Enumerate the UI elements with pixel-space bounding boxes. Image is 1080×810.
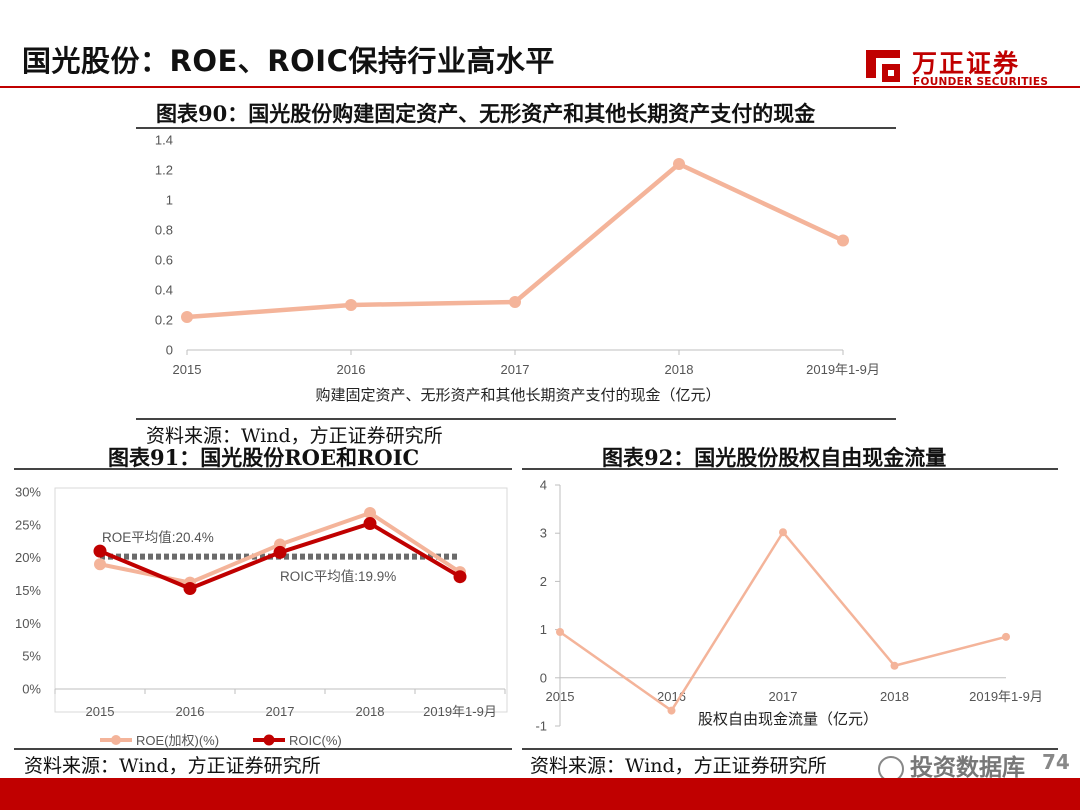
data-point <box>363 517 377 531</box>
y-tick-label: 1.2 <box>155 163 173 178</box>
series-line <box>559 530 1007 712</box>
x-tick-label: 2015 <box>546 689 575 704</box>
data-point <box>93 544 107 558</box>
y-tick-label: -1 <box>535 719 547 734</box>
y-tick-label: 10% <box>15 616 41 631</box>
y-tick-label: 1 <box>540 622 547 637</box>
logo-mark-icon <box>866 50 900 82</box>
y-tick-label: 0.6 <box>155 253 173 268</box>
x-tick-label: 2018 <box>356 704 385 719</box>
watermark-text: 投资数据库 <box>910 755 1025 781</box>
x-tick-label: 2015 <box>173 362 202 377</box>
data-point <box>779 528 787 537</box>
data-point <box>667 706 676 715</box>
fig91-title-rule <box>14 468 512 470</box>
fig92-source: 资料来源：Wind，方正证券研究所 <box>530 755 827 777</box>
data-point <box>364 507 376 520</box>
fig90-title: 图表90：国光股份购建固定资产、无形资产和其他长期资产支付的现金 <box>156 101 816 126</box>
y-tick-label: 4 <box>540 478 547 493</box>
fig90-chart: 0 0.2 0.4 0.6 0.8 1 1.2 1.4 2015 2016 2017 2018 2019… <box>155 133 880 405</box>
data-point <box>837 234 849 247</box>
y-tick-label: 25% <box>15 517 41 532</box>
x-tick-label: 2018 <box>880 689 909 704</box>
legend-label: 购建固定资产、无形资产和其他长期资产支付的现金（亿元） <box>315 387 720 404</box>
data-point <box>94 558 106 571</box>
y-tick-label: 30% <box>15 485 41 500</box>
legend-marker-roe <box>111 735 121 745</box>
y-tick-label: 20% <box>15 550 41 565</box>
x-tick-label: 2016 <box>337 362 366 377</box>
y-tick-label: 0.8 <box>155 223 173 238</box>
wechat-icon <box>878 755 904 782</box>
data-point <box>273 545 287 559</box>
x-tick-label: 2019年1-9月 <box>806 362 880 377</box>
plot-frame <box>54 487 508 713</box>
x-tick-label: 2016 <box>176 704 205 719</box>
data-point <box>181 311 193 323</box>
y-tick-label: 0.2 <box>155 313 173 328</box>
legend-label-roic: ROIC(%) <box>289 733 342 748</box>
data-point <box>673 158 685 170</box>
footer-bar <box>0 778 1080 810</box>
logo-name-cn: 万正证券 <box>912 49 1021 78</box>
fig91-title: 图表91：国光股份ROE和ROIC <box>108 445 420 470</box>
x-tick-label: 2018 <box>665 362 694 377</box>
data-point <box>183 582 197 596</box>
x-tick-label: 2019年1-9月 <box>969 689 1043 704</box>
x-tick-label: 2017 <box>769 689 798 704</box>
x-tick-label: 2017 <box>266 704 295 719</box>
y-tick-label: 0 <box>540 670 547 685</box>
legend-label: 股权自由现金流量（亿元） <box>698 711 878 728</box>
watermark: 投资数据库 <box>878 748 1025 782</box>
roic-average-label: ROIC平均值:19.9% <box>280 569 396 584</box>
y-tick-label: 0% <box>22 682 41 697</box>
fig91-chart: 0% 5% 10% 15% 20% 25% 30% 2015 2016 2017 2018 2019年… <box>15 485 508 748</box>
fig92-source-rule <box>522 748 1058 750</box>
legend-marker-roic <box>263 734 275 746</box>
fig90-source-rule <box>136 418 896 420</box>
y-tick-label: 15% <box>15 583 41 598</box>
y-tick-label: 0.4 <box>155 283 173 298</box>
data-point <box>509 296 521 308</box>
fig91-source: 资料来源：Wind，方正证券研究所 <box>24 755 321 777</box>
data-point <box>1002 632 1010 641</box>
page-number: 74 <box>1042 750 1070 774</box>
data-point <box>345 299 357 311</box>
fig90-source: 资料来源：Wind，方正证券研究所 <box>146 425 443 447</box>
title-divider <box>0 86 1080 88</box>
legend-label-roe: ROE(加权)(%) <box>136 733 219 748</box>
y-tick-label: 5% <box>22 649 41 664</box>
fig90-title-rule <box>136 127 896 129</box>
data-point <box>556 628 564 637</box>
fig91-source-rule <box>14 748 512 750</box>
y-tick-label: 1.4 <box>155 133 173 148</box>
x-tick-label: 2015 <box>86 704 115 719</box>
company-logo: 万正证券 FOUNDER SECURITIES <box>862 44 1062 88</box>
y-tick-label: 1 <box>166 193 173 208</box>
roe-average-label: ROE平均值:20.4% <box>102 530 214 545</box>
x-tick-label: 2019年1-9月 <box>423 704 497 719</box>
page-title: 国光股份：ROE、ROIC保持行业高水平 <box>22 44 555 78</box>
fig92-title: 图表92：国光股份股权自由现金流量 <box>602 445 947 470</box>
series-line <box>186 161 844 320</box>
logo-name-en: FOUNDER SECURITIES <box>913 76 1049 88</box>
data-point <box>890 661 899 670</box>
fig92-title-rule <box>522 468 1058 470</box>
y-tick-label: 3 <box>540 526 547 541</box>
data-point <box>453 570 467 584</box>
y-tick-label: 0 <box>166 343 173 358</box>
y-tick-label: 2 <box>540 574 547 589</box>
x-tick-label: 2017 <box>501 362 530 377</box>
